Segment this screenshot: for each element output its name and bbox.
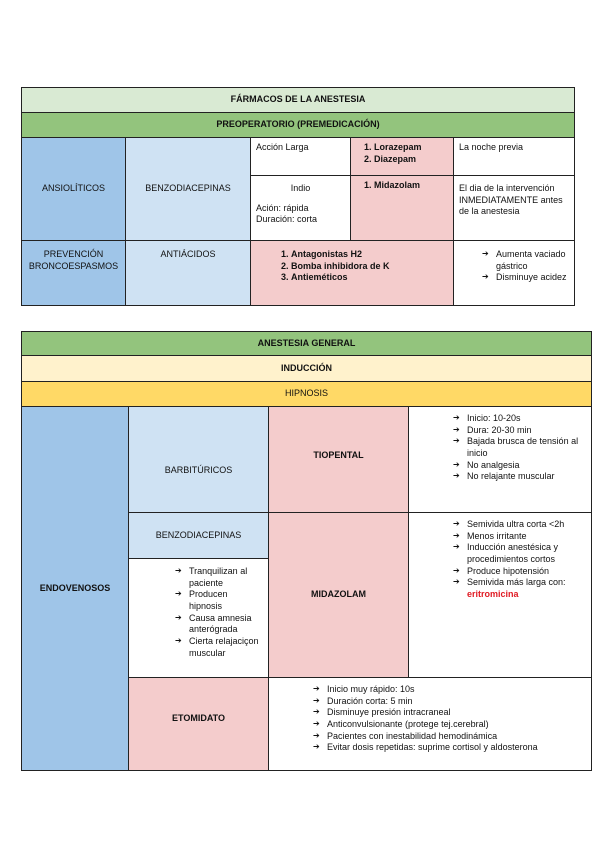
category-prevencion: PREVENCIÓN BRONCOESPASMOS (21, 240, 126, 306)
drug: Antagonistas H2 (291, 249, 448, 261)
title-text: FÁRMACOS DE LA ANESTESIA (230, 94, 366, 105)
sub-hipnosis: HIPNOSIS (21, 381, 592, 407)
group-text: BENZODIACEPINAS (145, 183, 231, 194)
drug: Lorazepam (374, 142, 448, 154)
note: Inicio muy rápido: 10s (313, 684, 586, 696)
group-barbituricos: BARBITÚRICOS (128, 406, 269, 513)
note: Disminuye presión intracraneal (313, 707, 586, 719)
note: Bajada brusca de tensión al inicio (453, 436, 586, 459)
group-text: BENZODIACEPINAS (155, 529, 242, 540)
sub-text: HIPNOSIS (284, 388, 328, 399)
note: Semivida ultra corta <2h (453, 519, 586, 531)
label-text: Acción Larga (256, 142, 309, 152)
table1-subtitle: PREOPERATORIO (PREMEDICACIÓN) (21, 112, 575, 138)
effect: Cierta relajaciçon muscular (175, 636, 263, 659)
effect: Aumenta vaciado gástrico (482, 249, 569, 272)
note: Evitar dosis repetidas: suprime cortisol… (313, 742, 586, 754)
long-action-drugs: LorazepamDiazepam (350, 137, 454, 176)
drug: Bomba inhibidora de K (291, 261, 448, 273)
note: Duración corta: 5 min (313, 696, 586, 708)
label-text: Indio (290, 183, 311, 193)
effect: Disminuye acidez (482, 272, 569, 284)
duration-text: Duración: corta (256, 214, 318, 225)
highlight-text: eritromicina (467, 589, 519, 600)
effect: Producen hipnosis (175, 589, 263, 612)
note: Semivida más larga con:eritromicina (453, 577, 586, 600)
note: Menos irritante (453, 531, 586, 543)
category-endovenosos: ENDOVENOSOS (21, 406, 129, 771)
subtitle-text: PREOPERATORIO (PREMEDICACIÓN) (216, 119, 380, 130)
timing-text: La noche previa (459, 142, 524, 152)
phase-text: INDUCCIÓN (281, 362, 332, 373)
midazolam-notes: Semivida ultra corta <2hMenos irritanteI… (408, 512, 592, 678)
note: Pacientes con inestabilidad hemodinámica (313, 731, 586, 743)
tiopental-notes: Inicio: 10-20sDura: 20-30 minBajada brus… (408, 406, 592, 513)
drug-text: MIDAZOLAM (311, 589, 366, 600)
antiacidos-effects: Aumenta vaciado gástricoDisminuye acidez (453, 240, 575, 306)
note: Dura: 20-30 min (453, 425, 586, 437)
group-antiacidos: ANTIÁCIDOS (125, 240, 251, 306)
drug-text: ETOMIDATO (171, 713, 225, 724)
action-text: Ación: rápida (256, 202, 309, 213)
category-text: ENDOVENOSOS (39, 582, 111, 593)
long-action-label: Acción Larga (250, 137, 351, 176)
drug: Midazolam (374, 180, 448, 192)
group-benzodiacepinas: BENZODIACEPINAS (125, 137, 251, 241)
note: No relajante muscular (453, 471, 586, 483)
title-text: ANESTESIA GENERAL (257, 337, 356, 348)
category-text: ANSIOLÍTICOS (41, 183, 105, 194)
note-text: Semivida más larga con: (467, 577, 566, 588)
drug-etomidato: ETOMIDATO (128, 677, 269, 771)
short-action-info: Indio Ación: rápida Duración: corta (250, 175, 351, 241)
short-action-drugs: Midazolam (350, 175, 454, 241)
drug: Diazepam (374, 154, 448, 166)
table2-title: ANESTESIA GENERAL (21, 331, 592, 356)
drug-text: TIOPENTAL (313, 449, 364, 460)
effect: Tranquilizan al paciente (175, 566, 263, 589)
short-action-timing: El dia de la intervención INMEDIATAMENTE… (453, 175, 575, 241)
note: Inicio: 10-20s (453, 413, 586, 425)
note: Inducción anestésica y procedimientos co… (453, 542, 586, 565)
timing-text: El dia de la intervención INMEDIATAMENTE… (459, 183, 563, 217)
group-benzodiacepinas-2: BENZODIACEPINAS (128, 512, 269, 559)
long-action-timing: La noche previa (453, 137, 575, 176)
category-ansioliticos: ANSIOLÍTICOS (21, 137, 126, 241)
group-text: BARBITÚRICOS (164, 464, 233, 475)
etomidato-notes: Inicio muy rápido: 10sDuración corta: 5 … (268, 677, 592, 771)
drug-tiopental: TIOPENTAL (268, 406, 409, 513)
drug: Antieméticos (291, 272, 448, 284)
effect: Causa amnesia anterógrada (175, 613, 263, 636)
note: Anticonvulsionante (protege tej.cerebral… (313, 719, 586, 731)
table1-title: FÁRMACOS DE LA ANESTESIA (21, 87, 575, 113)
drug-midazolam: MIDAZOLAM (268, 512, 409, 678)
category-text: PREVENCIÓN BRONCOESPASMOS (28, 249, 119, 271)
note: Produce hipotensión (453, 566, 586, 578)
group-text: ANTIÁCIDOS (160, 249, 216, 259)
note: No analgesia (453, 460, 586, 472)
benzo-effects: Tranquilizan al pacienteProducen hipnosi… (128, 558, 269, 678)
antiacidos-drugs: Antagonistas H2Bomba inhibidora de KAnti… (250, 240, 454, 306)
phase-induccion: INDUCCIÓN (21, 355, 592, 382)
